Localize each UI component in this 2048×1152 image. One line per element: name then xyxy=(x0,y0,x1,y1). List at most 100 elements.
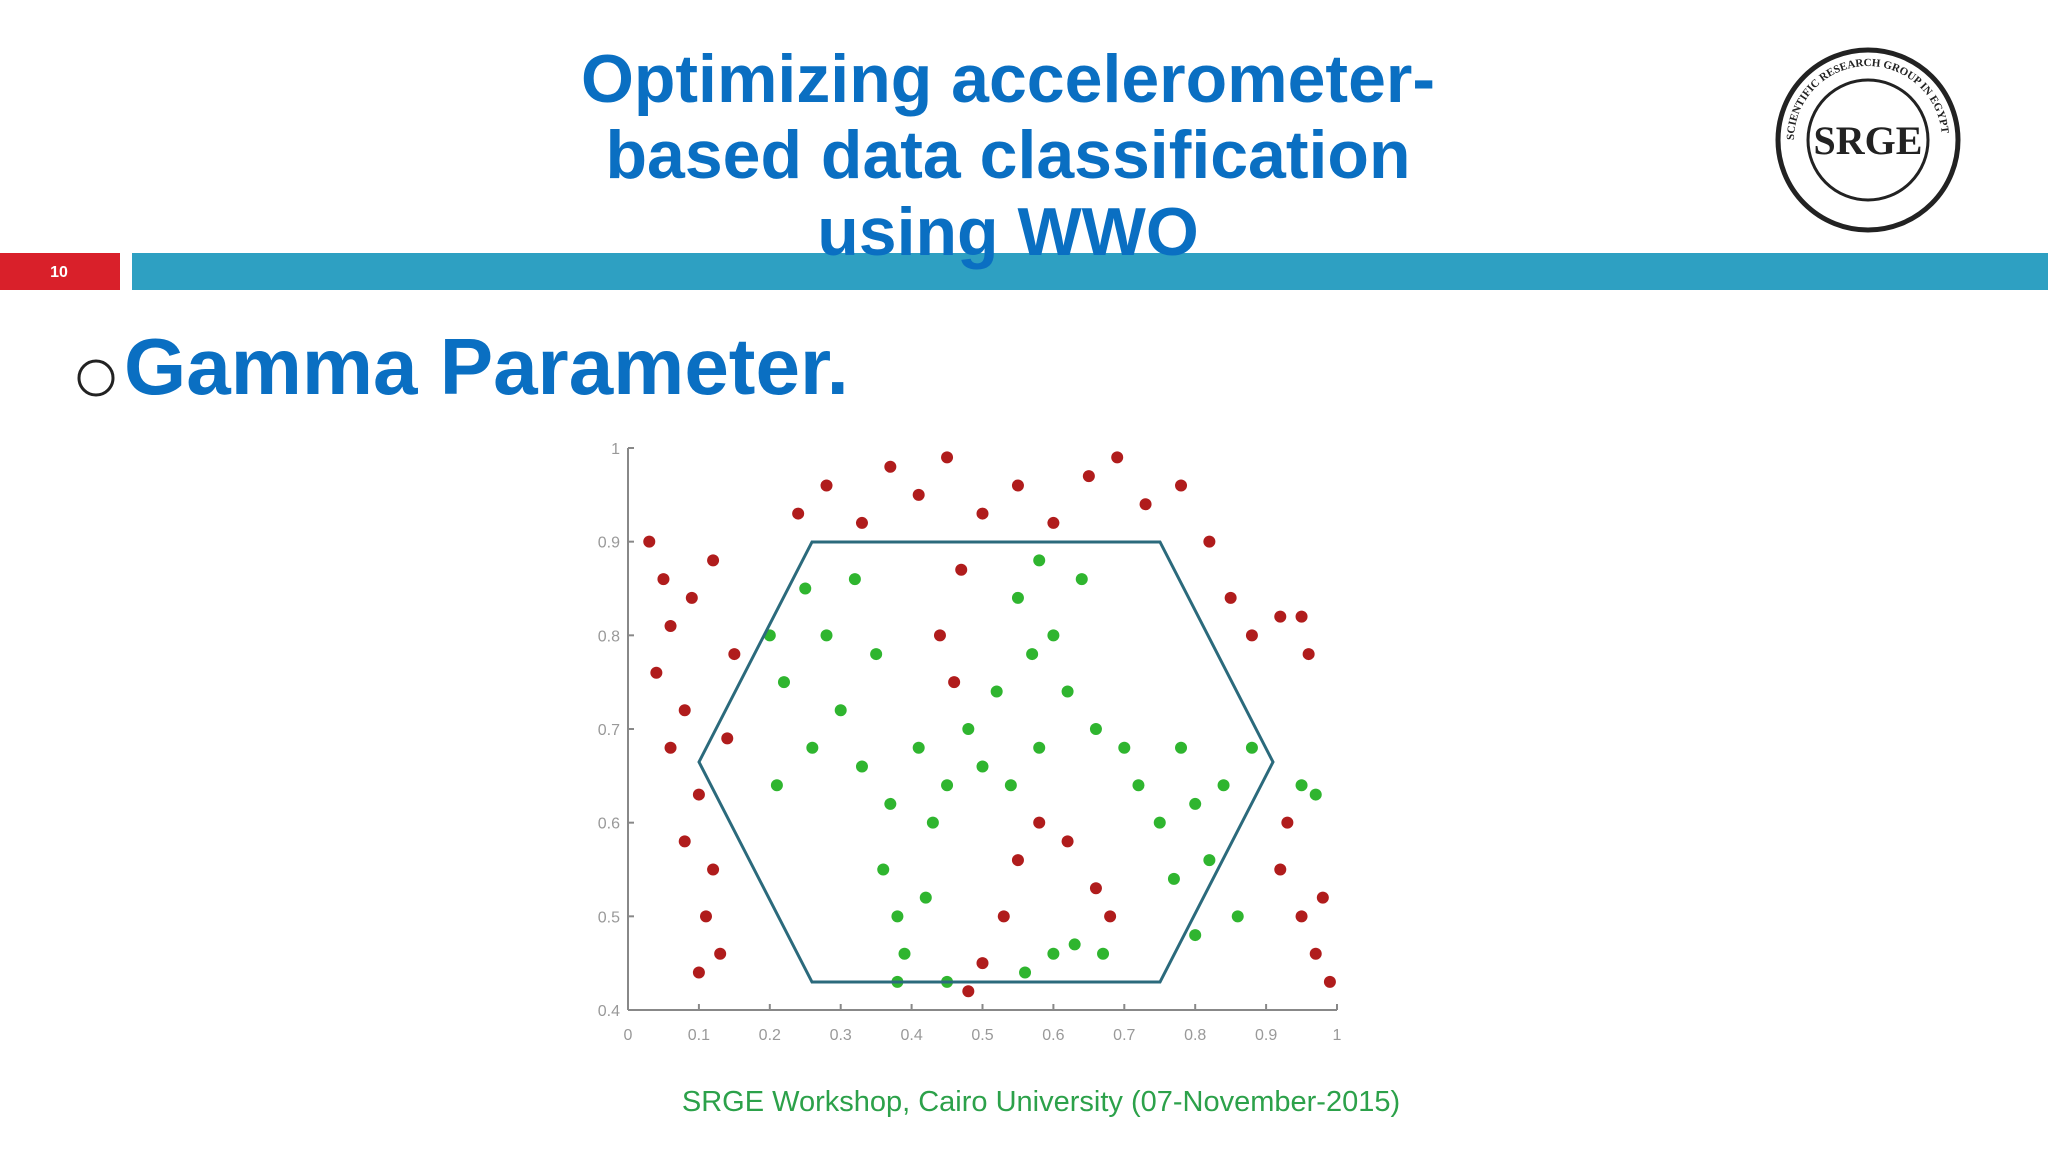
scatter-point xyxy=(1047,516,1060,529)
scatter-point xyxy=(877,863,890,876)
slide-number: 10 xyxy=(50,264,68,281)
scatter-point xyxy=(1274,610,1287,623)
scatter-point xyxy=(692,788,705,801)
x-tick-label: 1 xyxy=(1333,1027,1342,1044)
scatter-point xyxy=(1089,723,1102,735)
scatter-point xyxy=(948,676,961,689)
scatter-point xyxy=(976,957,989,970)
scatter-point xyxy=(976,760,989,773)
x-tick-label: 0.1 xyxy=(688,1027,710,1044)
scatter-point xyxy=(1033,554,1046,567)
scatter-point xyxy=(770,779,783,792)
footer: SRGE Workshop, Cairo University (07-Nove… xyxy=(682,1086,1400,1118)
scatter-point xyxy=(848,573,861,586)
x-tick-label: 0.2 xyxy=(759,1027,781,1044)
header-bar xyxy=(132,253,2048,290)
scatter-point xyxy=(1203,535,1216,548)
scatter-point xyxy=(657,573,670,586)
scatter-point xyxy=(1203,854,1216,867)
scatter-point xyxy=(1104,910,1117,923)
scatter-point xyxy=(707,863,720,876)
scatter-point xyxy=(1068,938,1081,951)
scatter-point xyxy=(898,947,911,960)
bullet-text: Gamma Parameter. xyxy=(124,322,849,411)
scatter-point xyxy=(962,723,975,735)
scatter-point xyxy=(997,910,1010,923)
scatter-point xyxy=(1309,788,1322,801)
scatter-point xyxy=(1167,872,1180,885)
scatter-point xyxy=(643,535,656,548)
y-tick-label: 0.9 xyxy=(598,535,620,552)
scatter-point xyxy=(912,488,925,501)
scatter-point xyxy=(792,507,805,520)
scatter-point xyxy=(1323,975,1336,988)
scatter-point xyxy=(1082,470,1095,483)
scatter-point xyxy=(728,648,741,661)
scatter-point xyxy=(955,563,968,576)
scatter-point xyxy=(884,797,897,810)
scatter-point xyxy=(919,891,932,904)
scatter-point xyxy=(1281,816,1294,829)
scatter-point xyxy=(1302,648,1315,661)
scatter-point xyxy=(699,910,712,923)
scatter-point xyxy=(664,741,677,754)
scatter-point xyxy=(1033,816,1046,829)
scatter-point xyxy=(1189,929,1202,942)
scatter-point xyxy=(1011,854,1024,867)
scatter-point xyxy=(1026,648,1039,661)
title-line: based data classification xyxy=(606,117,1411,193)
scatter-point xyxy=(721,732,734,745)
x-tick-label: 0.9 xyxy=(1255,1027,1277,1044)
x-tick-label: 0.3 xyxy=(830,1027,852,1044)
scatter-point xyxy=(1295,910,1308,923)
y-tick-label: 0.5 xyxy=(598,909,620,926)
x-tick-label: 0.8 xyxy=(1184,1027,1206,1044)
y-tick-label: 0.4 xyxy=(598,1003,620,1020)
scatter-point xyxy=(834,704,847,717)
scatter-point xyxy=(1111,451,1124,464)
scatter-point xyxy=(1309,947,1322,960)
scatter-point xyxy=(678,835,691,848)
title-line: Optimizing accelerometer- xyxy=(581,41,1435,117)
scatter-point xyxy=(692,966,705,979)
scatter-point xyxy=(1139,498,1152,511)
scatter-point xyxy=(777,676,790,689)
scatter-point xyxy=(714,947,727,960)
scatter-point xyxy=(1245,741,1258,754)
scatter-point xyxy=(664,619,677,632)
scatter-point xyxy=(1217,779,1230,792)
scatter-point xyxy=(1224,591,1237,604)
scatter-point xyxy=(1175,479,1188,492)
scatter-point xyxy=(1132,779,1145,792)
scatter-point xyxy=(707,554,720,567)
scatter-point xyxy=(1061,685,1074,698)
number-box xyxy=(0,253,120,290)
scatter-chart: 0 0.1 0.2 0.3 0.4 0.5 0.6 0.7 0.8 0.9 1 0.4 0.5 0.6 0.… xyxy=(598,441,1342,1044)
scatter-point xyxy=(1019,966,1032,979)
scatter-point xyxy=(1011,479,1024,492)
x-tick-label: 0.6 xyxy=(1042,1027,1064,1044)
logo: SCIENTIFIC RESEARCH GROUP IN EGYPT SRGE xyxy=(1775,47,1961,233)
scatter-point xyxy=(1231,910,1244,923)
scatter-point xyxy=(912,741,925,754)
scatter-point xyxy=(941,779,954,792)
scatter-point xyxy=(1175,741,1188,754)
scatter-point xyxy=(962,985,975,998)
y-tick-label: 0.8 xyxy=(598,628,620,645)
x-tick-label: 0.7 xyxy=(1113,1027,1135,1044)
y-tick-label: 1 xyxy=(611,441,620,458)
scatter-point xyxy=(1097,947,1110,960)
scatter-point xyxy=(820,629,833,642)
scatter-point xyxy=(990,685,1003,698)
logo-text: SRGE xyxy=(1814,118,1923,163)
scatter-point xyxy=(806,741,819,754)
x-tick-label: 0.4 xyxy=(900,1027,922,1044)
scatter-point xyxy=(1245,629,1258,642)
scatter-point xyxy=(1189,797,1202,810)
scatter-point xyxy=(1075,573,1088,586)
bullet-marker xyxy=(77,359,115,397)
scatter-point xyxy=(941,451,954,464)
y-tick-label: 0.6 xyxy=(598,816,620,833)
